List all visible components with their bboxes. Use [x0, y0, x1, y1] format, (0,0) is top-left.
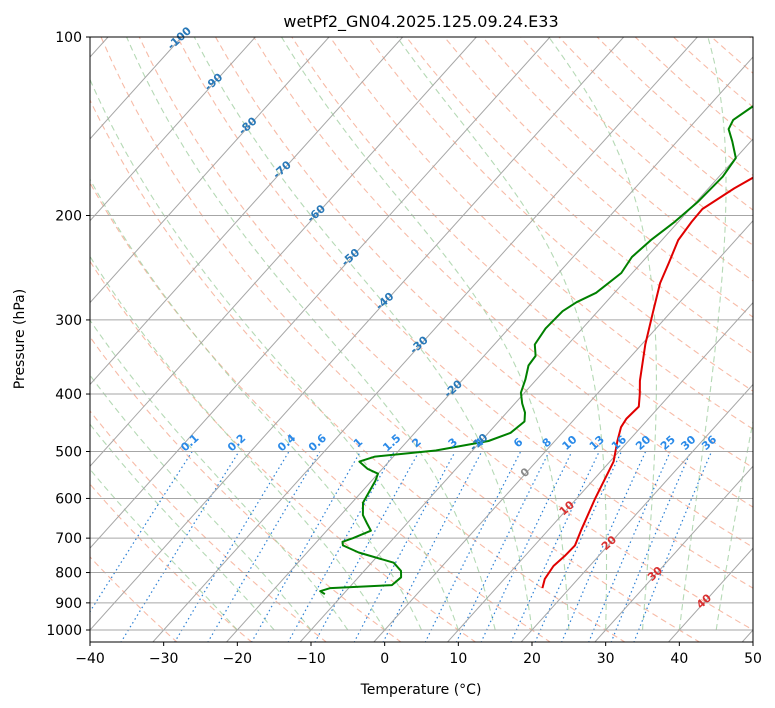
x-tick-label-7: 30	[597, 651, 615, 667]
chart-title: wetPf2_GN04.2025.125.09.24.E33	[283, 12, 558, 32]
dry-adiabat-8	[138, 37, 753, 631]
mixing-ratio-line-3	[207, 451, 321, 642]
isotherm-line	[90, 37, 256, 222]
moist-adiabat-11	[548, 37, 657, 631]
isotherm-line	[90, 37, 551, 549]
isotherm-line	[90, 37, 625, 631]
moist-adiabat-6	[90, 78, 459, 631]
isotherm-line	[299, 138, 753, 642]
y-tick-label-8: 900	[55, 596, 82, 612]
x-tick-label-8: 40	[670, 651, 688, 667]
y-tick-label-7: 800	[55, 566, 82, 582]
dry-adiabat-5	[90, 181, 552, 642]
moist-adiabat-12	[678, 37, 727, 631]
isotherm-line	[90, 37, 477, 468]
mixing-ratio-line-1	[120, 451, 240, 642]
isotherm-line	[90, 37, 330, 304]
y-tick-label-4: 500	[55, 444, 82, 460]
mixing-ratio-line-12	[510, 451, 600, 642]
profile-line-0	[541, 176, 753, 589]
y-tick-label-2: 300	[55, 313, 82, 329]
dry-adiabat-0	[90, 556, 178, 642]
x-tick-label-1: −30	[149, 651, 179, 667]
isotherm-line	[446, 301, 753, 642]
background-lines	[90, 37, 753, 642]
x-tick-label-6: 20	[523, 651, 541, 667]
profile-line-1	[319, 105, 753, 595]
dry-adiabat-1	[90, 483, 253, 642]
moist-adiabat-7	[126, 37, 496, 631]
y-tick-label-5: 600	[55, 491, 82, 507]
moist-adiabat-13	[715, 418, 753, 631]
mixing-ratio-line-2	[174, 451, 290, 642]
moist-adiabat-10	[396, 37, 608, 630]
x-tick-label-4: 0	[380, 651, 389, 667]
mixing-ratio-line-10	[455, 451, 550, 642]
y-ticks: 100 200 300 400 500 600 700 800 900 1000	[46, 30, 90, 639]
moist-adiabat-5	[90, 178, 422, 631]
x-tick-label-5: 10	[449, 651, 467, 667]
plot-background	[90, 37, 753, 642]
isotherm-line	[90, 37, 404, 386]
mixing-ratio-line-13	[534, 451, 622, 642]
plot-frame	[89, 36, 754, 643]
isotherm-line	[594, 465, 753, 642]
moist-adiabat-2	[90, 374, 312, 631]
mixing-ratio-line-7	[353, 451, 456, 642]
y-tick-label-0: 100	[55, 30, 82, 46]
y-axis-title: Pressure (hPa)	[12, 289, 28, 389]
x-tick-label-9: 50	[744, 651, 762, 667]
dry-adiabat-2	[90, 410, 328, 642]
x-axis-title: Temperature (°C)	[360, 682, 482, 698]
profiles	[319, 105, 753, 595]
isotherm-line	[90, 37, 183, 140]
y-tick-label-6: 700	[55, 531, 82, 547]
isotherm-line	[225, 56, 753, 642]
dry-adiabat-15	[405, 37, 753, 355]
isotherm-line	[152, 37, 698, 642]
isotherm-line	[520, 383, 753, 642]
moist-adiabat-4	[90, 255, 386, 631]
y-tick-label-9: 1000	[46, 623, 82, 639]
dry-adiabat-16	[443, 37, 753, 318]
dry-adiabat-4	[90, 260, 477, 642]
y-tick-label-1: 200	[55, 209, 82, 225]
dry-adiabat-7	[100, 37, 701, 642]
x-tick-label-2: −20	[223, 651, 253, 667]
x-ticks: −40 −30 −20 −10 0 10 20 30 40 50	[75, 642, 762, 667]
moist-adiabat-8	[193, 37, 533, 631]
moist-adiabat-9	[281, 37, 570, 630]
x-tick-label-3: −10	[296, 651, 326, 667]
x-tick-label-0: −40	[75, 651, 105, 667]
y-tick-label-3: 400	[55, 387, 82, 403]
moist-adiabat-3	[90, 319, 349, 631]
